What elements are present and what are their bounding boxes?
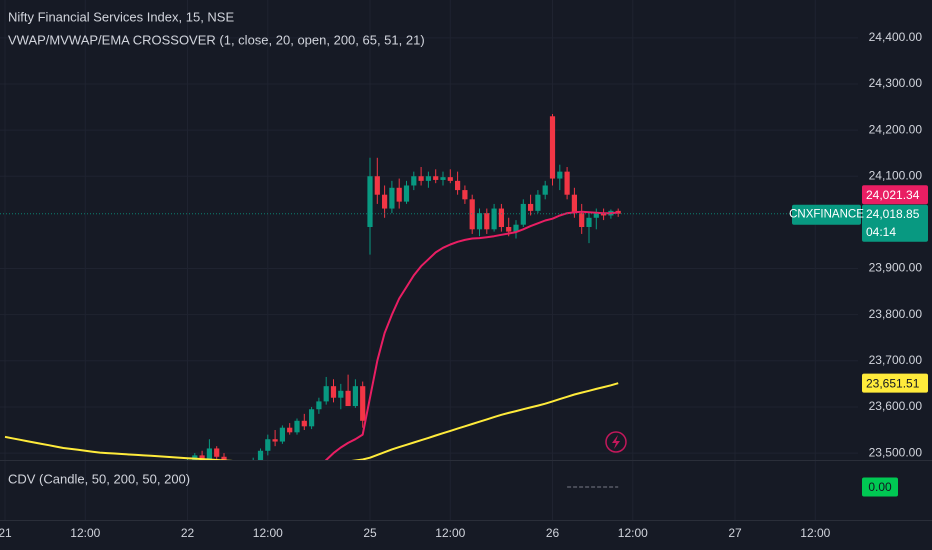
candle-body: [199, 455, 205, 460]
candle-body: [323, 386, 329, 402]
y-tick-label: 24,400.00: [869, 30, 923, 44]
chart-title: Nifty Financial Services Index, 15, NSE: [8, 9, 234, 24]
candle-body: [279, 427, 285, 442]
x-tick-label: 12:00: [253, 526, 283, 540]
y-tick-label: 23,800.00: [869, 307, 923, 321]
line: [4, 382, 619, 460]
candle-body: [272, 439, 278, 442]
candle-body: [491, 208, 497, 230]
x-tick-label: 22: [181, 526, 195, 540]
candle-body: [265, 439, 271, 451]
candle-body: [360, 386, 366, 421]
candle-body: [557, 171, 563, 179]
candle-body: [221, 456, 227, 460]
last-price-box: [862, 204, 928, 242]
line: [324, 210, 619, 460]
candle-body: [506, 227, 512, 232]
candle-body: [484, 213, 490, 230]
x-tick-label: 25: [363, 526, 377, 540]
candle-body: [338, 390, 344, 398]
x-tick-label: 21: [0, 526, 12, 540]
candle-body: [374, 176, 380, 195]
candle-body: [389, 187, 395, 209]
x-tick-label: 12:00: [618, 526, 648, 540]
y-tick-label: 24,300.00: [869, 76, 923, 90]
y-tick-label: 24,200.00: [869, 122, 923, 136]
candle-body: [549, 116, 556, 179]
symbol-label: CNXFINANCE: [789, 209, 864, 221]
cdv-value-box: [862, 477, 898, 497]
candle-body: [403, 185, 410, 202]
y-tick-label: 23,700.00: [869, 353, 923, 367]
candle-body: [294, 420, 300, 433]
candle-body: [287, 427, 293, 433]
candle-body: [476, 213, 483, 230]
lower-pane-legend: CDV (Candle, 50, 200, 50, 200): [8, 471, 190, 486]
x-tick-label: 26: [546, 526, 560, 540]
y-tick-label: 23,500.00: [869, 445, 923, 459]
candle-body: [345, 390, 351, 407]
symbol-box: [792, 204, 861, 225]
candle-body: [593, 213, 599, 218]
indicator-legend: VWAP/MVWAP/EMA CROSSOVER (1, close, 20, …: [8, 32, 425, 47]
candle-body: [433, 176, 439, 180]
candle-body: [571, 194, 577, 214]
candle-body: [447, 177, 453, 181]
candle-body: [367, 176, 373, 228]
candle-body: [462, 190, 468, 200]
candle-body: [316, 401, 322, 410]
grid: [0, 0, 858, 520]
candle-body: [330, 386, 337, 398]
candle-body: [615, 210, 621, 214]
last-price-label: 24,018.85: [866, 207, 920, 221]
countdown-label: 04:14: [866, 225, 896, 239]
labels: 24,400.00 24,300.00 24,200.00 24,100.00 23,9…: [0, 30, 928, 540]
candle-body: [206, 448, 212, 460]
series-price-label: 23,651.51: [866, 376, 920, 390]
candle-body: [411, 176, 417, 186]
price-pane: [0, 113, 858, 460]
candle-body: [425, 176, 431, 181]
candle-body: [455, 180, 461, 191]
candle-body: [418, 176, 424, 181]
x-tick-label: 12:00: [70, 526, 100, 540]
candle-body: [586, 217, 592, 228]
candle-body: [257, 450, 264, 460]
candle-body: [579, 213, 585, 228]
candle-body: [301, 420, 307, 427]
candle-body: [469, 199, 475, 230]
candle-body: [382, 194, 388, 209]
alert-icon[interactable]: [605, 431, 627, 453]
cdv-value-label: 0.00: [868, 480, 892, 494]
x-tick-label: 12:00: [435, 526, 465, 540]
series-price-box: [862, 185, 928, 205]
candle-body: [396, 187, 402, 202]
candle-body: [542, 185, 548, 195]
x-tick-label: 27: [728, 526, 742, 540]
x-tick-label: 12:00: [800, 526, 830, 540]
candle-body: [214, 448, 220, 457]
candle-body: [535, 194, 541, 211]
candle-body: [520, 203, 526, 225]
candle-body: [528, 203, 534, 211]
candle-body: [601, 213, 607, 216]
candle-body: [309, 409, 315, 427]
y-tick-label: 23,900.00: [869, 261, 923, 275]
candle-body: [513, 224, 519, 232]
series-price-label: 24,021.34: [866, 188, 920, 202]
candle-body: [564, 171, 570, 195]
candle-body: [440, 177, 446, 180]
candle-body: [352, 386, 358, 407]
candle-body: [498, 208, 504, 228]
y-tick-label: 24,100.00: [869, 168, 923, 182]
series-price-box: [862, 373, 928, 393]
y-tick-label: 23,600.00: [869, 399, 923, 413]
